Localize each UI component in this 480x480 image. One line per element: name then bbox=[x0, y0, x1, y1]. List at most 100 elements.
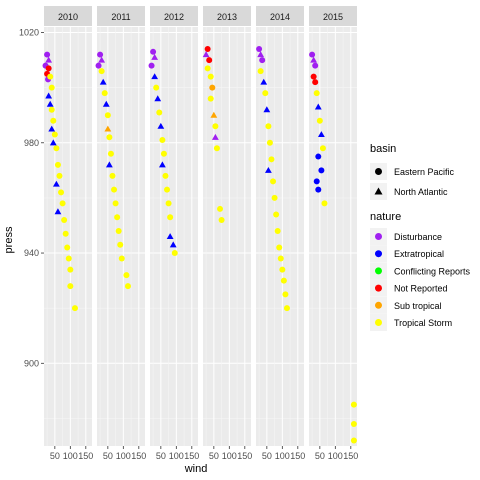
legend-color-swatch bbox=[375, 301, 382, 309]
data-point bbox=[202, 51, 210, 58]
facet-panel: 2015 bbox=[309, 6, 357, 446]
data-point bbox=[279, 266, 286, 273]
x-tick-label: 100 bbox=[63, 451, 78, 461]
data-point bbox=[148, 62, 155, 69]
data-point bbox=[171, 250, 178, 257]
data-point bbox=[150, 48, 157, 55]
panel-background bbox=[97, 27, 145, 446]
data-point bbox=[206, 57, 213, 64]
data-point bbox=[262, 90, 269, 97]
x-tick-label: 150 bbox=[237, 451, 252, 461]
data-point bbox=[59, 200, 66, 207]
data-point bbox=[256, 46, 263, 53]
y-tick-label: 980 bbox=[24, 138, 39, 148]
data-point bbox=[49, 139, 57, 146]
data-point bbox=[317, 131, 325, 138]
x-tick-label: 50 bbox=[209, 451, 219, 461]
facet-strip bbox=[150, 6, 198, 26]
data-point bbox=[58, 189, 65, 196]
legend-circle-icon bbox=[375, 168, 382, 175]
data-point bbox=[54, 208, 62, 215]
x-tick-label: 50 bbox=[50, 451, 60, 461]
panel-background bbox=[256, 27, 304, 446]
data-point bbox=[274, 227, 281, 234]
data-point bbox=[213, 145, 220, 152]
data-point bbox=[101, 90, 108, 97]
x-tick-label: 150 bbox=[184, 451, 199, 461]
facet-strip bbox=[256, 6, 304, 26]
data-point bbox=[280, 277, 287, 284]
data-point bbox=[315, 153, 322, 160]
data-point bbox=[207, 73, 214, 80]
data-point bbox=[98, 56, 106, 63]
data-point bbox=[217, 205, 224, 212]
x-tick-label: 100 bbox=[169, 451, 184, 461]
data-point bbox=[212, 123, 219, 130]
data-point bbox=[102, 100, 110, 107]
data-point bbox=[316, 117, 323, 124]
data-point bbox=[166, 233, 174, 240]
panel-background bbox=[309, 27, 357, 446]
y-axis: 900 940 980 1020 bbox=[19, 28, 44, 368]
facet-strip bbox=[97, 6, 145, 26]
legend-color-swatch bbox=[375, 319, 382, 326]
legend-label: Disturbance bbox=[394, 232, 442, 242]
data-point bbox=[95, 62, 102, 69]
x-tick-label: 150 bbox=[290, 451, 305, 461]
legend-label: Tropical Storm bbox=[394, 318, 452, 328]
legend-triangle-icon bbox=[374, 187, 383, 195]
data-point bbox=[151, 73, 159, 80]
facet-panel: 2013 bbox=[202, 6, 251, 446]
data-point bbox=[46, 100, 54, 107]
data-point bbox=[315, 186, 322, 193]
data-point bbox=[312, 62, 319, 69]
data-point bbox=[62, 230, 69, 237]
facet-strip bbox=[44, 6, 92, 26]
data-point bbox=[158, 161, 166, 168]
data-point bbox=[104, 112, 111, 119]
data-point bbox=[273, 211, 280, 218]
x-tick-label: 150 bbox=[78, 451, 93, 461]
data-point bbox=[105, 161, 113, 168]
facet-strip-label: 2010 bbox=[58, 12, 78, 22]
facet-panel: 2012 bbox=[148, 6, 198, 446]
data-point bbox=[266, 139, 273, 146]
facet-strip-label: 2011 bbox=[111, 12, 130, 22]
data-point bbox=[283, 305, 290, 312]
data-point bbox=[263, 106, 271, 113]
data-point bbox=[204, 65, 211, 72]
legend-label: Extratropical bbox=[394, 249, 444, 259]
legend-label: Eastern Pacific bbox=[394, 167, 455, 177]
legend-color-swatch bbox=[375, 250, 382, 258]
data-point bbox=[53, 145, 60, 152]
x-tick-label: 150 bbox=[131, 451, 146, 461]
data-point bbox=[48, 125, 56, 132]
data-point bbox=[257, 68, 264, 75]
data-point bbox=[321, 200, 328, 207]
facet-strip-label: 2015 bbox=[323, 12, 343, 22]
data-point bbox=[111, 186, 118, 193]
legend-title-nature: nature bbox=[370, 211, 401, 223]
data-point bbox=[45, 92, 53, 99]
data-point bbox=[50, 117, 57, 124]
data-point bbox=[260, 78, 268, 85]
legend-label: North Atlantic bbox=[394, 187, 448, 197]
facet-panel: 2010 bbox=[42, 6, 92, 446]
facet-strip-label: 2013 bbox=[217, 12, 237, 22]
data-point bbox=[151, 53, 159, 60]
data-point bbox=[259, 57, 266, 64]
data-point bbox=[207, 95, 214, 102]
x-tick-label: 100 bbox=[222, 451, 237, 461]
data-point bbox=[162, 172, 169, 179]
data-point bbox=[106, 134, 113, 141]
data-point bbox=[218, 216, 225, 223]
data-point bbox=[48, 106, 55, 113]
legend-color-swatch bbox=[375, 267, 382, 275]
data-point bbox=[282, 291, 289, 298]
data-point bbox=[157, 122, 165, 129]
data-point bbox=[277, 255, 284, 262]
data-point bbox=[167, 214, 174, 221]
data-point bbox=[271, 194, 278, 201]
y-axis-label: press bbox=[3, 226, 15, 253]
